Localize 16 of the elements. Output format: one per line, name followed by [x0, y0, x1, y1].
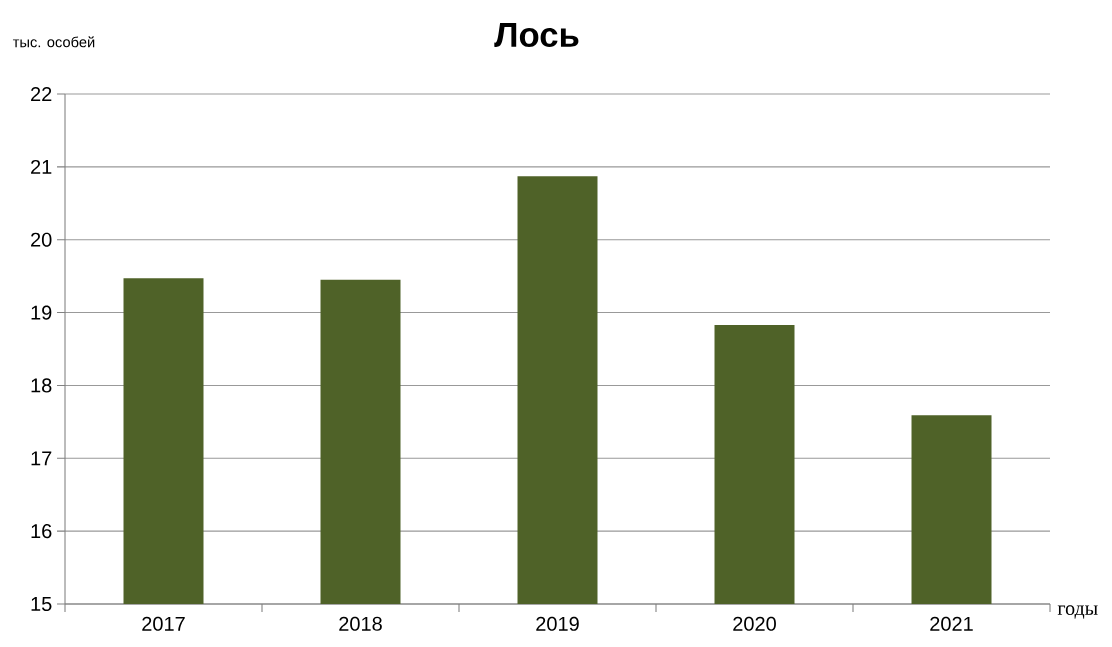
y-axis-title: тыс. особей	[12, 36, 95, 48]
y-tick-label: 16	[31, 524, 52, 539]
chart-title: Лось	[494, 22, 579, 48]
y-tick-label: 17	[31, 451, 52, 466]
y-tick-label: 15	[31, 597, 52, 611]
y-tick-label: 22	[31, 87, 52, 101]
x-axis-title: годы	[1057, 605, 1098, 619]
x-tick-label: 2018	[339, 616, 382, 631]
x-tick-label: 2017	[142, 616, 185, 631]
x-tick-label: 2019	[536, 616, 579, 631]
x-tick-label: 2021	[930, 616, 973, 631]
x-tick-label: 2020	[733, 616, 776, 631]
y-tick-label: 19	[31, 305, 52, 320]
y-tick-label: 21	[31, 159, 52, 174]
y-tick-label: 18	[31, 378, 52, 393]
y-tick-label: 20	[31, 232, 52, 247]
